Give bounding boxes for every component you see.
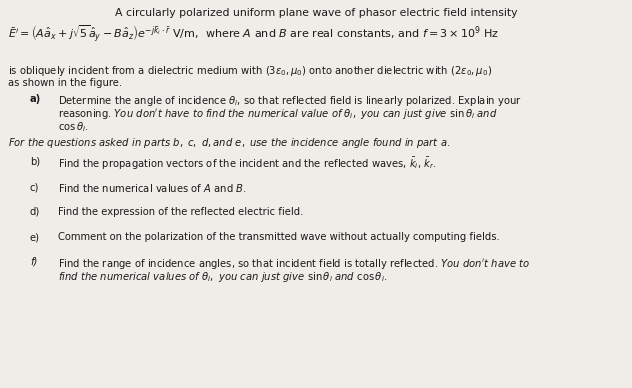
Text: Comment on the polarization of the transmitted wave without actually computing f: Comment on the polarization of the trans… (58, 232, 500, 242)
Text: c): c) (30, 182, 39, 192)
Text: $\it{\cos\theta_i}$.: $\it{\cos\theta_i}$. (58, 120, 89, 134)
Text: a): a) (30, 94, 41, 104)
Text: is obliquely incident from a dielectric medium with $(3\varepsilon_0, \mu_0)$ on: is obliquely incident from a dielectric … (8, 64, 492, 78)
Text: Find the expression of the reflected electric field.: Find the expression of the reflected ele… (58, 207, 303, 217)
Text: b): b) (30, 156, 40, 166)
Text: as shown in the figure.: as shown in the figure. (8, 78, 122, 88)
Text: Find the propagation vectors of the incident and the reflected waves, $\bar{k}_i: Find the propagation vectors of the inci… (58, 156, 437, 172)
Text: f): f) (30, 257, 37, 267)
Text: A circularly polarized uniform plane wave of phasor electric field intensity: A circularly polarized uniform plane wav… (115, 8, 517, 18)
Text: Determine the angle of incidence $\theta_i$, so that reflected field is linearly: Determine the angle of incidence $\theta… (58, 94, 522, 108)
Text: $\it{For\ the\ questions\ asked\ in\ parts\ b,\ c,\ d,and\ e,\ use\ the\ inciden: $\it{For\ the\ questions\ asked\ in\ par… (8, 136, 451, 150)
Text: d): d) (30, 207, 40, 217)
Text: Find the range of incidence angles, so that incident field is totally reflected.: Find the range of incidence angles, so t… (58, 257, 530, 271)
Text: reasoning. $\it{You\ don't\ have\ to\ find\ the\ numerical\ value\ of}$ $\it{\th: reasoning. $\it{You\ don't\ have\ to\ fi… (58, 107, 497, 121)
Text: $\it{find\ the\ numerical\ values\ of}$ $\it{\theta_i}$$\it{,\ you\ can\ just\ g: $\it{find\ the\ numerical\ values\ of}$ … (58, 270, 387, 284)
Text: Find the numerical values of $A$ and $B$.: Find the numerical values of $A$ and $B$… (58, 182, 246, 194)
Text: $\bar{E}' = \left(A\hat{a}_x + j\sqrt{5}\hat{a}_y - B\hat{a}_z\right)e^{-j\bar{k: $\bar{E}' = \left(A\hat{a}_x + j\sqrt{5}… (8, 24, 499, 45)
Text: e): e) (30, 232, 40, 242)
